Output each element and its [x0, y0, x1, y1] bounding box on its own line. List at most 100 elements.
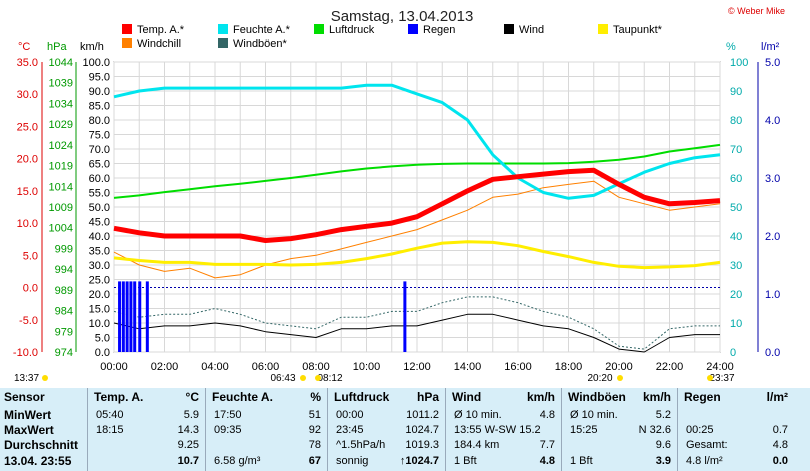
regen-cell-label: 4.8 l/m² — [686, 455, 723, 467]
x-tick-label: 24:00 — [706, 361, 734, 373]
legend-swatch — [218, 38, 228, 48]
luftdruck-cell-label: ^1.5hPa/h — [336, 439, 386, 451]
luftdruck-cell-label: 23:45 — [336, 424, 364, 436]
x-tick-label: 04:00 — [201, 361, 229, 373]
x-tick-label: 00:00 — [100, 361, 128, 373]
legend-label: Temp. A.* — [137, 24, 185, 36]
mark-moonrise: 08:12 — [317, 373, 342, 384]
rain-bar — [125, 281, 129, 352]
temp-cell-value: 14.3 — [177, 424, 199, 436]
sun-moon-marks: 13:37 06:43 08:12 20:20 23:37 — [14, 373, 735, 384]
luftdruck-cell-value: 1024.7 — [405, 424, 439, 436]
wind-cell-value: 4.8 — [539, 455, 555, 467]
press-tick-label: 1009 — [49, 202, 73, 214]
temp-tick-label: 25.0 — [17, 121, 38, 133]
rain-tick-label: 3.0 — [765, 173, 780, 185]
row-label-current: 13.04. 23:55 — [4, 454, 72, 468]
col-luftdruck: Luftdruck hPa 00:00 1011.2 23:45 1024.7 ^1.5hP… — [328, 390, 445, 470]
x-tick-label: 08:00 — [302, 361, 330, 373]
wind-tick-label: 20.0 — [89, 289, 110, 301]
wind-tick-label: 70.0 — [89, 144, 110, 156]
sensor-header: Sensor — [4, 390, 45, 404]
temp-tick-label: 30.0 — [17, 89, 38, 101]
col-temp: Temp. A. °C 05:40 5.9 18:15 14.3 9.25 10.7 — [88, 390, 205, 470]
wind-tick-label: 65.0 — [89, 159, 110, 171]
rain-unit: l/m² — [761, 41, 780, 53]
col-feuchte: Feuchte A.% 17:50 51 09:35 92 78 6.58 g/m³ 67 — [206, 390, 327, 470]
hum-tick-label: 100 — [730, 57, 748, 69]
press-tick-label: 984 — [55, 306, 73, 318]
windboen-unit: km/h — [642, 390, 671, 404]
temp-cell-value: 10.7 — [177, 455, 199, 467]
mark-sunrise: 06:43 — [270, 373, 295, 384]
hum-tick-label: 80 — [730, 115, 742, 127]
windboen-cell-value: 3.9 — [655, 455, 671, 467]
wind-tick-label: 35.0 — [89, 246, 110, 258]
wind-tick-label: 55.0 — [89, 188, 110, 200]
mark-dot — [707, 375, 713, 381]
wind-tick-label: 10.0 — [89, 318, 110, 330]
luftdruck-cell-value: ↑1024.7 — [399, 455, 439, 467]
rain-tick-label: 1.0 — [765, 289, 780, 301]
x-tick-label: 02:00 — [151, 361, 179, 373]
wind-tick-label: 100.0 — [82, 57, 110, 69]
temp-unit: °C — [18, 41, 30, 53]
temp-cell-label: 05:40 — [96, 409, 124, 421]
press-tick-label: 1004 — [49, 223, 73, 235]
legend-swatch — [504, 24, 514, 34]
x-tick-label: 06:00 — [252, 361, 280, 373]
rain-tick-label: 4.0 — [765, 115, 780, 127]
wind-tick-label: 25.0 — [89, 275, 110, 287]
wind-tick-label: 75.0 — [89, 130, 110, 142]
mark-dot — [300, 375, 306, 381]
legend-swatch — [122, 24, 132, 34]
wind-cell-label: Ø 10 min. — [454, 409, 502, 421]
press-tick-label: 1029 — [49, 119, 73, 131]
rain-tick-label: 2.0 — [765, 231, 780, 243]
temp-tick-label: -10.0 — [13, 347, 38, 359]
x-tick-label: 16:00 — [504, 361, 532, 373]
temp-tick-label: 35.0 — [17, 57, 38, 69]
series-taupunkt — [113, 240, 721, 270]
mark-dot — [315, 375, 321, 381]
temp-tick-label: 20.0 — [17, 154, 38, 166]
col-regen: Regen l/m² 00:25 0.7 Gesamt: 4.8 4.8 l/m² 0.0 — [678, 390, 794, 470]
press-tick-label: 1039 — [49, 78, 73, 90]
luftdruck-cell-label: sonnig — [336, 455, 369, 467]
temp-header: Temp. A. — [94, 390, 144, 404]
press-tick-label: 1019 — [49, 161, 73, 173]
windboen-cell-label: 1 Bft — [570, 455, 593, 467]
series-wind — [113, 313, 720, 353]
x-tick-label: 12:00 — [403, 361, 431, 373]
hum-tick-label: 70 — [730, 144, 742, 156]
wind-unit: km/h — [80, 41, 104, 53]
wind-cell-label: 184.4 km — [454, 439, 500, 451]
regen-cell-value: 0.7 — [772, 424, 788, 436]
row-label-avg: Durchschnitt — [4, 438, 79, 452]
wind-tick-label: 85.0 — [89, 101, 110, 113]
series-windben — [113, 296, 720, 350]
luftdruck-header: Luftdruck — [334, 390, 390, 404]
legend-swatch — [408, 24, 418, 34]
feuchte-cell-value: 92 — [308, 424, 321, 436]
x-tick-label: 22:00 — [656, 361, 684, 373]
temp-tick-label: 10.0 — [17, 218, 38, 230]
legend-swatch — [598, 24, 608, 34]
legend-swatch — [218, 24, 228, 34]
legend-label: Windböen* — [233, 38, 288, 50]
rain-tick-label: 0.0 — [765, 347, 780, 359]
series-windchill — [113, 180, 721, 279]
credit-text: © Weber Mike — [728, 6, 785, 16]
luftdruck-cell-value: 1019.3 — [405, 439, 439, 451]
feuchte-cell-value: 67 — [308, 455, 321, 467]
mark-dot — [617, 375, 623, 381]
legend-label: Luftdruck — [329, 24, 375, 36]
wind-tick-label: 5.0 — [95, 333, 110, 345]
hum-tick-label: 10 — [730, 318, 742, 330]
rain-bar — [138, 281, 142, 352]
windboen-cell-value: 5.2 — [655, 409, 671, 421]
temp-tick-label: 15.0 — [17, 186, 38, 198]
rain-bar — [403, 281, 407, 352]
hum-tick-label: 40 — [730, 231, 742, 243]
windboen-cell-label: Ø 10 min. — [570, 409, 618, 421]
